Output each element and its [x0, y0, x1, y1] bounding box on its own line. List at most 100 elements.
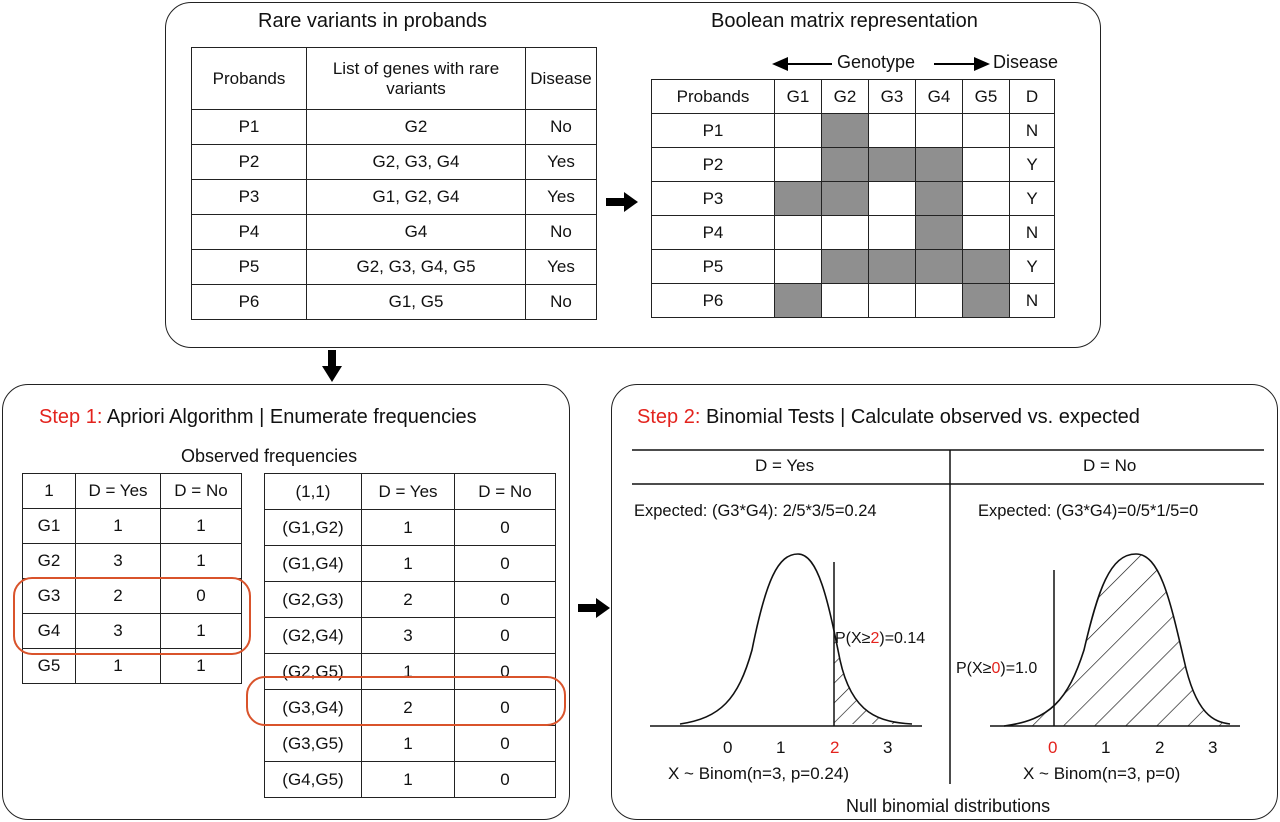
- matrix-cell: [774, 113, 822, 148]
- matrix-disease-cell: N: [1009, 215, 1055, 250]
- step2-label: Step 2:: [637, 406, 701, 428]
- single-header-yes: D = Yes: [75, 473, 161, 509]
- matrix-cell: [774, 215, 822, 250]
- observed-frequencies-title: Observed frequencies: [181, 446, 358, 466]
- matrix-cell: [774, 147, 822, 182]
- matrix-cell: [821, 181, 869, 216]
- null-distributions-caption: Null binomial distributions: [846, 796, 1051, 816]
- matrix-cell: [821, 215, 869, 250]
- matrix-cell: [774, 249, 822, 284]
- yes-tick-2: 2: [830, 738, 840, 757]
- matrix-cell: [915, 113, 963, 148]
- matrix-cell: [868, 249, 916, 284]
- single-header-no: D = No: [160, 473, 242, 509]
- matrix-disease-cell: Y: [1009, 147, 1055, 182]
- genes-cell: G2, G3, G4, G5: [306, 249, 526, 285]
- matrix-cell: [915, 181, 963, 216]
- yes-expected-text: Expected: (G3*G4): 2/5*3/5=0.24: [634, 502, 877, 520]
- matrix-row: P2 Y: [651, 147, 1055, 182]
- no-count-cell: 0: [454, 761, 556, 798]
- genes-cell: G1, G5: [306, 284, 526, 320]
- yes-binomial-curve: [650, 553, 922, 727]
- pair-cell: (G1,G4): [264, 545, 362, 582]
- proband-cell: P4: [191, 214, 307, 250]
- no-count-cell: 0: [454, 617, 556, 654]
- pair-cell: (G2,G3): [264, 581, 362, 618]
- table-row: (G2,G5) 1 0: [264, 653, 556, 690]
- table-row: P6 G1, G5 No: [191, 284, 597, 320]
- matrix-proband-cell: P5: [651, 249, 775, 284]
- table-row: (G3,G5) 1 0: [264, 725, 556, 762]
- no-p-value: P(X≥0)=1.0: [956, 660, 1037, 678]
- matrix-cell: [962, 215, 1010, 250]
- pair-cell: (G2,G4): [264, 617, 362, 654]
- gene-cell: G1: [22, 508, 76, 544]
- pair-header-yes: D = Yes: [361, 473, 455, 510]
- right-panel-title: Boolean matrix representation: [711, 10, 978, 32]
- matrix-proband-cell: P3: [651, 181, 775, 216]
- table-row: P4 G4 No: [191, 214, 597, 250]
- no-tick-3: 3: [1208, 738, 1218, 757]
- matrix-row: P1 N: [651, 113, 1055, 148]
- matrix-cell: [868, 147, 916, 182]
- table-row: G2 3 1: [22, 543, 242, 579]
- yes-count-cell: 1: [361, 761, 455, 798]
- table-row: (G1,G2) 1 0: [264, 509, 556, 546]
- yes-count-cell: 2: [361, 689, 455, 726]
- yes-distribution-label: X ~ Binom(n=3, p=0.24): [668, 764, 849, 783]
- no-count-cell: 0: [454, 653, 556, 690]
- yes-count-cell: 3: [361, 617, 455, 654]
- matrix-cell: [868, 215, 916, 250]
- right-arrow-icon: [606, 192, 638, 212]
- pair-cell: (G2,G5): [264, 653, 362, 690]
- pair-header-pair: (1,1): [264, 473, 362, 510]
- matrix-cell: [821, 283, 869, 318]
- highlight-g3-g4-outline: [13, 577, 251, 655]
- no-tick-2: 2: [1155, 738, 1165, 757]
- matrix-proband-cell: P1: [651, 113, 775, 148]
- table-row: P5 G2, G3, G4, G5 Yes: [191, 249, 597, 285]
- table-row: (G2,G3) 2 0: [264, 581, 556, 618]
- genes-cell: G2: [306, 109, 526, 145]
- left-panel-title: Rare variants in probands: [258, 10, 488, 32]
- yes-tick-3: 3: [883, 738, 893, 757]
- yes-tick-1: 1: [776, 738, 786, 757]
- yes-count-cell: 3: [75, 543, 161, 579]
- yes-tick-0: 0: [723, 738, 733, 757]
- matrix-cell: [962, 181, 1010, 216]
- disease-cell: No: [525, 284, 597, 320]
- yes-count-cell: 1: [75, 508, 161, 544]
- matrix-cell: [774, 181, 822, 216]
- no-count-cell: 1: [160, 508, 242, 544]
- highlight-g3g4-pair-outline: [246, 676, 566, 726]
- matrix-proband-cell: P2: [651, 147, 775, 182]
- table-row: (G3,G4) 2 0: [264, 689, 556, 726]
- matrix-row: P3 Y: [651, 181, 1055, 216]
- table-row: P2 G2, G3, G4 Yes: [191, 144, 597, 180]
- proband-cell: P2: [191, 144, 307, 180]
- matrix-disease-cell: N: [1009, 113, 1055, 148]
- header-probands: Probands: [191, 47, 307, 110]
- disease-cell: Yes: [525, 249, 597, 285]
- matrix-header-d: D: [1009, 79, 1055, 114]
- genes-cell: G1, G2, G4: [306, 179, 526, 215]
- no-count-cell: 1: [160, 543, 242, 579]
- disease-cell: No: [525, 214, 597, 250]
- yes-p-value: P(X≥2)=0.14: [835, 630, 925, 648]
- table-row: (G4,G5) 1 0: [264, 761, 556, 798]
- matrix-cell: [868, 113, 916, 148]
- table-row: P3 G1, G2, G4 Yes: [191, 179, 597, 215]
- no-tick-0: 0: [1048, 738, 1058, 757]
- no-p-prefix: P(X≥: [956, 660, 992, 677]
- yes-count-cell: 3: [75, 613, 161, 649]
- matrix-header-g5: G5: [962, 79, 1010, 114]
- proband-cell: P1: [191, 109, 307, 145]
- header-gene-list: List of genes with rare variants: [306, 47, 526, 110]
- genes-cell: G4: [306, 214, 526, 250]
- right-arrow-icon: [578, 598, 610, 618]
- matrix-proband-cell: P4: [651, 215, 775, 250]
- matrix-header-probands: Probands: [651, 79, 775, 114]
- matrix-cell: [962, 283, 1010, 318]
- matrix-disease-cell: Y: [1009, 249, 1055, 284]
